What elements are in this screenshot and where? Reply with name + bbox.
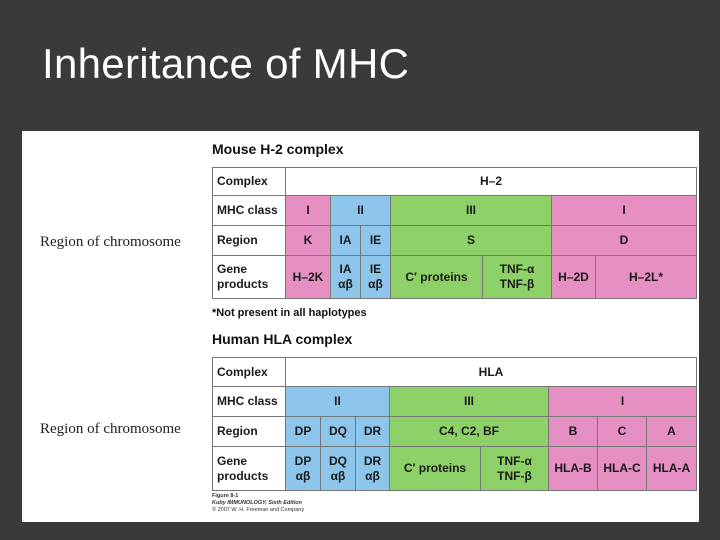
row-label-complex: Complex <box>212 167 286 196</box>
mhc-class-cell: III <box>390 195 552 226</box>
human-heading: Human HLA complex <box>212 331 353 347</box>
region-of-chromosome-label: Region of chromosome <box>40 421 181 437</box>
mhc-class-cell: II <box>285 386 390 417</box>
gene-product-cell: C′ proteins <box>389 446 481 491</box>
caption-figure-number: Figure 8-1 <box>212 493 239 499</box>
region-cell: IA <box>330 225 361 256</box>
gene-product-cell: HLA-A <box>646 446 697 491</box>
mhc-class-cell: I <box>551 195 697 226</box>
gene-product-cell: H–2K <box>285 255 331 299</box>
caption-copyright: © 2007 W. H. Freeman and Company <box>212 507 305 513</box>
gene-product-cell: TNF-α TNF-β <box>480 446 549 491</box>
gene-product-cell: C′ proteins <box>390 255 483 299</box>
complex-name: HLA <box>285 357 697 387</box>
figure-caption: Figure 8-1 Kuby IMMUNOLOGY, Sixth Editio… <box>212 493 304 514</box>
row-label-gene-products: Gene products <box>212 255 286 299</box>
region-cell: C <box>597 416 647 447</box>
region-cell: K <box>285 225 331 256</box>
gene-product-cell: IE αβ <box>360 255 391 299</box>
region-cell: B <box>548 416 598 447</box>
region-cell: DQ <box>320 416 356 447</box>
region-cell: A <box>646 416 697 447</box>
region-cell: DP <box>285 416 321 447</box>
complex-name: H–2 <box>285 167 697 196</box>
gene-product-cell: DP αβ <box>285 446 321 491</box>
row-label-region: Region <box>212 225 286 256</box>
gene-product-cell: TNF-α TNF-β <box>482 255 552 299</box>
row-label-mhc-class: MHC class <box>212 386 286 417</box>
gene-product-cell: H–2L* <box>595 255 697 299</box>
mhc-class-cell: III <box>389 386 549 417</box>
gene-product-cell: DQ αβ <box>320 446 356 491</box>
mhc-class-cell: I <box>548 386 697 417</box>
gene-product-cell: H–2D <box>551 255 596 299</box>
slide-title: Inheritance of MHC <box>42 40 410 87</box>
row-label-gene-products: Gene products <box>212 446 286 491</box>
region-cell: C4, C2, BF <box>389 416 549 447</box>
caption-source: Kuby IMMUNOLOGY, Sixth Edition <box>212 500 302 506</box>
gene-product-cell: IA αβ <box>330 255 361 299</box>
mhc-figure: Region of chromosome Region of chromosom… <box>22 131 699 522</box>
mouse-heading: Mouse H-2 complex <box>212 141 344 157</box>
mhc-class-cell: II <box>330 195 391 226</box>
region-cell: DR <box>355 416 390 447</box>
region-cell: IE <box>360 225 391 256</box>
row-label-complex: Complex <box>212 357 286 387</box>
gene-product-cell: HLA-B <box>548 446 598 491</box>
footnote: *Not present in all haplotypes <box>212 307 367 319</box>
region-cell: S <box>390 225 552 256</box>
region-of-chromosome-label: Region of chromosome <box>40 234 181 250</box>
gene-product-cell: DR αβ <box>355 446 390 491</box>
gene-product-cell: HLA-C <box>597 446 647 491</box>
mhc-class-cell: I <box>285 195 331 226</box>
row-label-mhc-class: MHC class <box>212 195 286 226</box>
row-label-region: Region <box>212 416 286 447</box>
region-cell: D <box>551 225 697 256</box>
